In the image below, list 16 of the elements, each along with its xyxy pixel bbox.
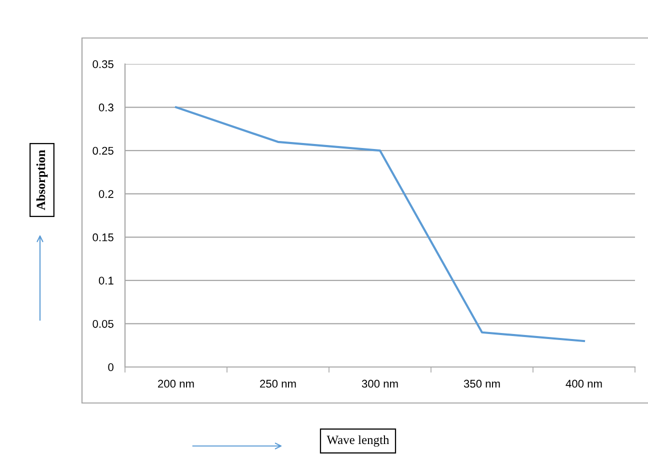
- y-axis-title: Absorption: [36, 150, 48, 210]
- x-tick-label: 200 nm: [158, 380, 194, 388]
- y-tick-label: 0.25: [92, 146, 114, 155]
- line-series: [174, 106, 586, 342]
- y-tick-label: 0: [108, 363, 114, 372]
- x-tick-label: 350 nm: [464, 380, 500, 388]
- y-tick-label: 0.05: [92, 320, 114, 328]
- y-tick-label: 0.35: [92, 60, 114, 68]
- y-tick-label: 0.15: [92, 233, 114, 242]
- x-tick-label: 400 nm: [566, 380, 602, 388]
- y-tick-label: 0.3: [98, 104, 114, 112]
- y-tick-label: 0.1: [98, 276, 114, 285]
- y-tick-label: 0.2: [98, 190, 114, 198]
- x-axis-title: Wave length: [326, 435, 390, 447]
- x-tick-label: 250 nm: [260, 380, 296, 388]
- x-tick-label: 300 nm: [362, 380, 398, 388]
